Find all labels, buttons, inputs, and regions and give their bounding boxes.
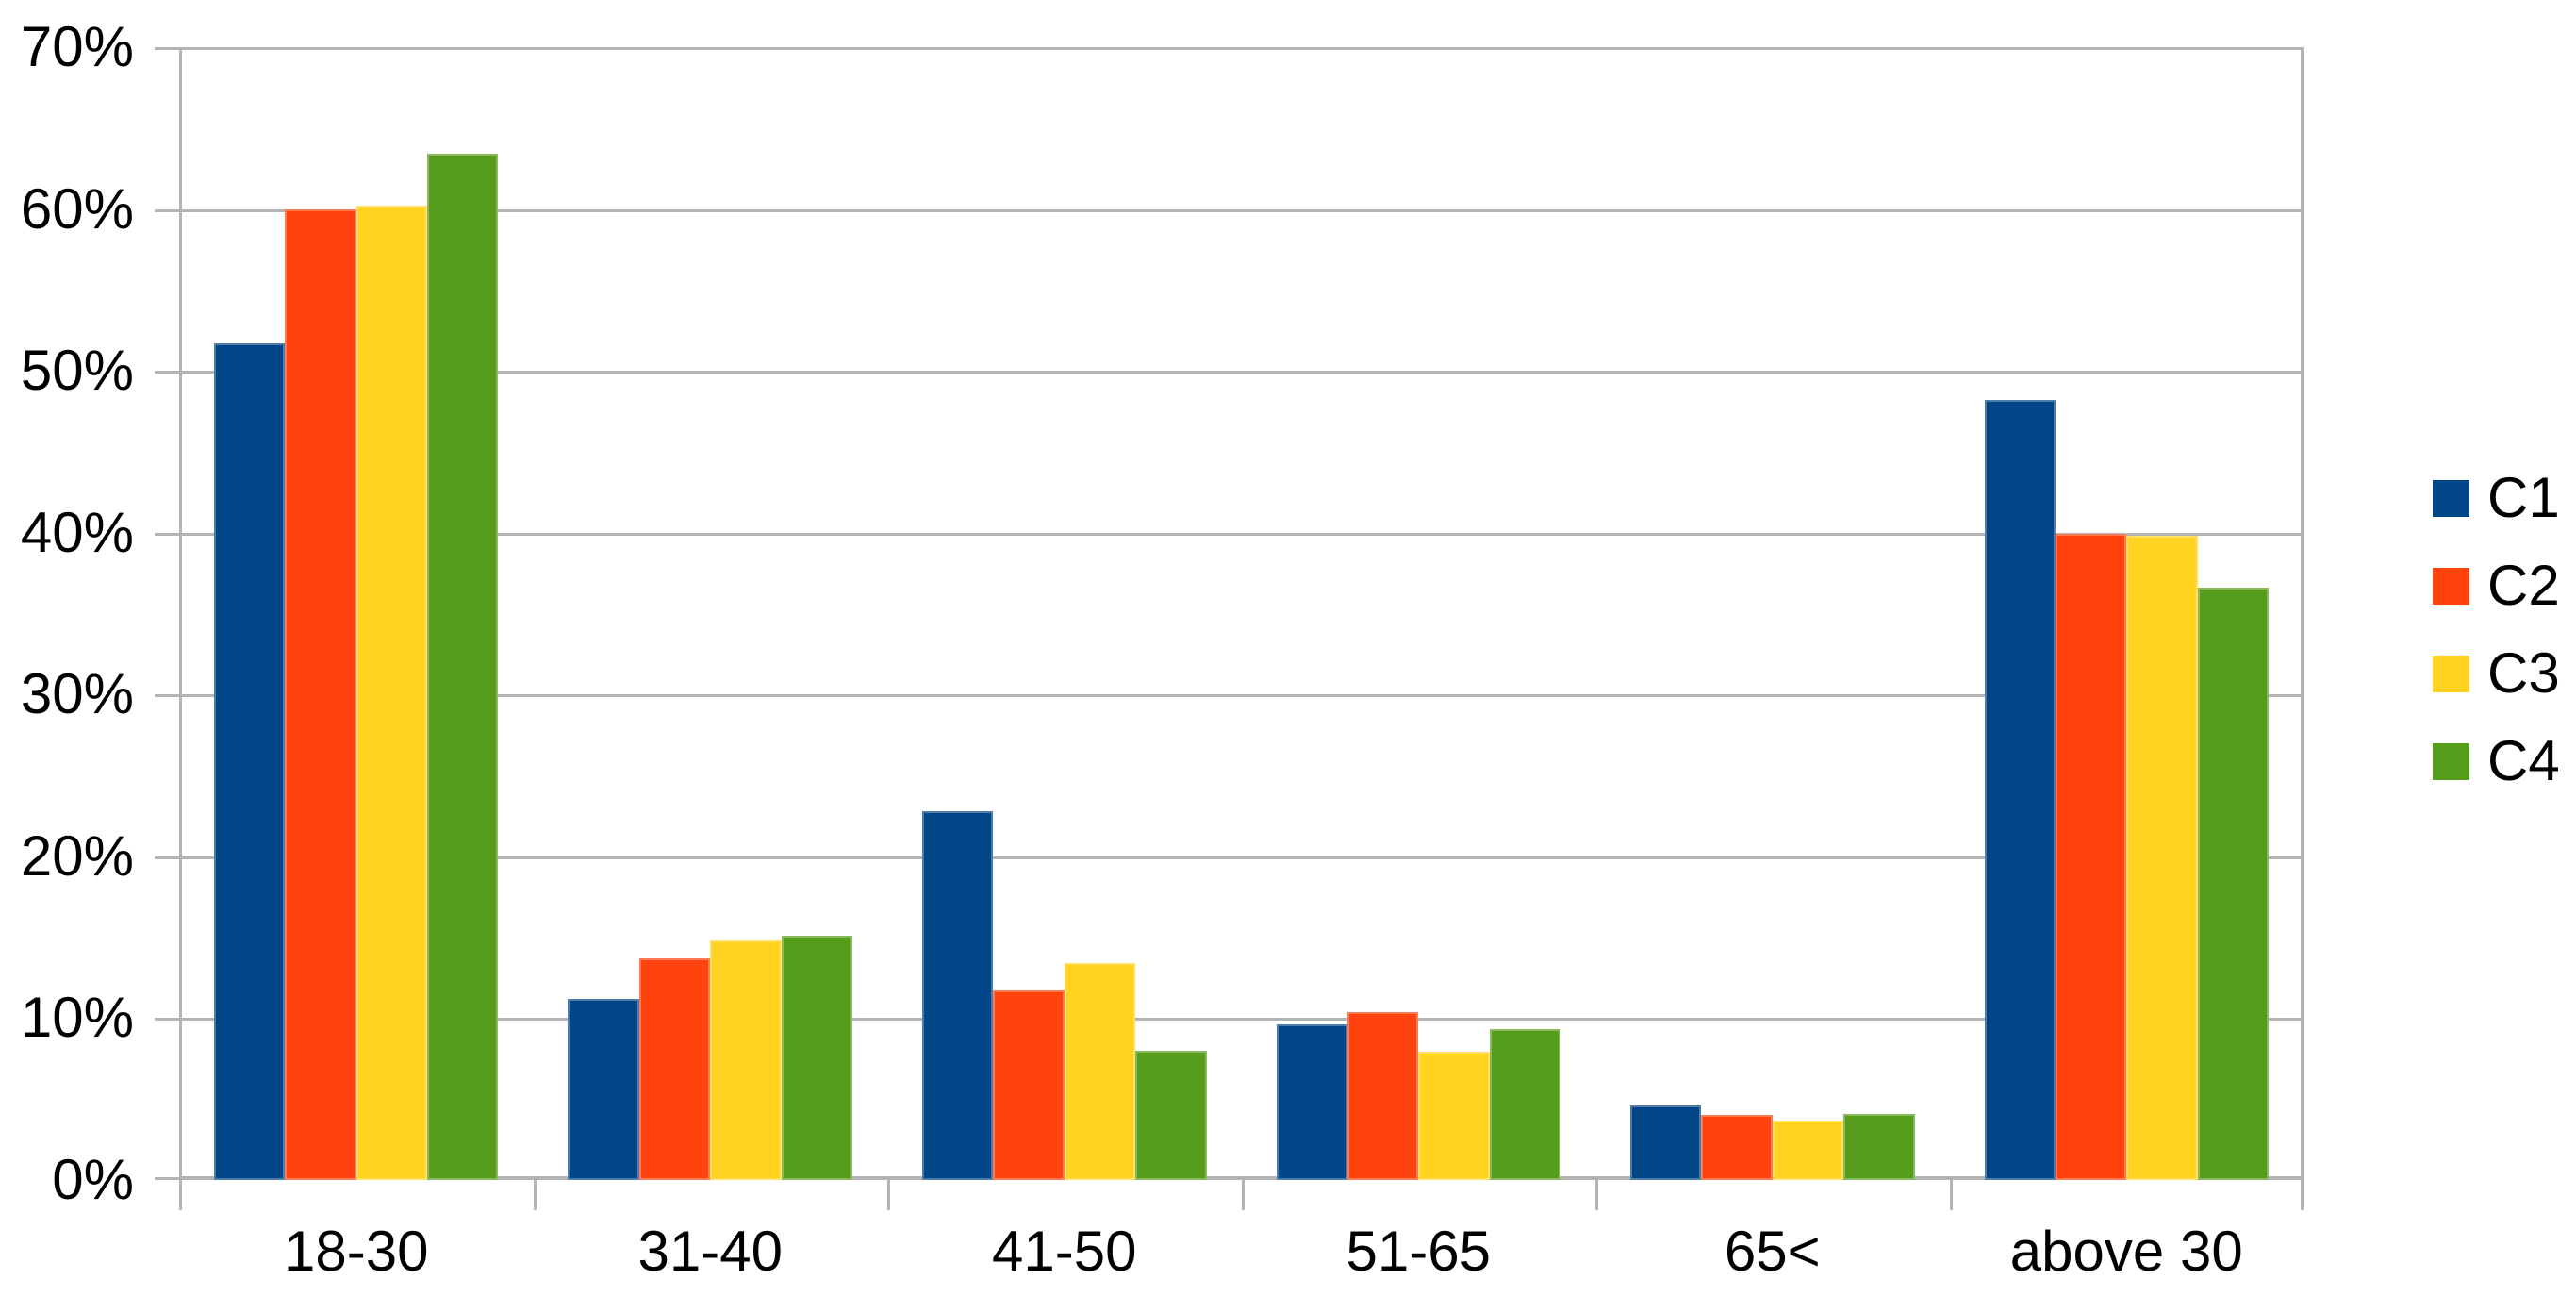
- legend-item-c1: C1: [2433, 466, 2560, 529]
- bar-c4-above-30: [2197, 588, 2270, 1180]
- bar-c2-65: [1701, 1115, 1773, 1180]
- bar-c2-31-40: [638, 958, 711, 1180]
- y-axis-label: 60%: [20, 177, 134, 241]
- y-axis-label: 10%: [20, 986, 134, 1049]
- bar-c2-51-65: [1346, 1012, 1419, 1180]
- y-tick: [155, 856, 179, 859]
- y-axis-label: 0%: [52, 1148, 134, 1211]
- y-axis-label: 50%: [20, 339, 134, 402]
- x-tick: [1242, 1180, 1245, 1210]
- legend: C1 C2 C3 C4: [2433, 466, 2560, 830]
- gridline: [179, 856, 2304, 859]
- y-tick: [155, 47, 179, 50]
- y-axis-label: 30%: [20, 662, 134, 725]
- y-tick: [155, 1177, 179, 1180]
- y-axis-line: [179, 47, 182, 1180]
- bar-c1-41-50: [922, 811, 994, 1180]
- y-tick: [155, 1018, 179, 1021]
- bar-c3-65: [1772, 1121, 1844, 1180]
- x-tick: [1950, 1180, 1953, 1210]
- gridline: [179, 47, 2304, 50]
- plot-area: [155, 47, 2304, 1210]
- y-axis-label: 40%: [20, 501, 134, 564]
- x-axis-label-above-30: above 30: [2009, 1220, 2243, 1283]
- gridline: [179, 694, 2304, 697]
- bar-c3-31-40: [710, 940, 782, 1180]
- legend-color-swatch: [2433, 655, 2469, 692]
- legend-item-c4: C4: [2433, 729, 2560, 792]
- x-axis-label-51-65: 51-65: [1346, 1220, 1491, 1283]
- gridline: [179, 1018, 2304, 1021]
- bar-c4-65: [1843, 1114, 1915, 1180]
- x-axis-label-41-50: 41-50: [992, 1220, 1137, 1283]
- bar-c1-18-30: [213, 343, 286, 1180]
- x-tick: [1595, 1180, 1598, 1210]
- legend-label: C3: [2487, 641, 2560, 705]
- bar-c1-65: [1630, 1105, 1702, 1180]
- y-tick: [155, 209, 179, 212]
- bar-c2-18-30: [285, 209, 356, 1180]
- bar-c4-18-30: [427, 154, 499, 1180]
- legend-color-swatch: [2433, 567, 2469, 605]
- x-axis-label-31-40: 31-40: [637, 1220, 783, 1283]
- legend-color-swatch: [2433, 479, 2469, 517]
- bar-c4-41-50: [1135, 1051, 1207, 1180]
- x-axis-label-18-30: 18-30: [284, 1220, 429, 1283]
- bar-c1-51-65: [1276, 1024, 1347, 1180]
- gridline: [179, 371, 2304, 374]
- y-tick: [155, 694, 179, 697]
- bar-c2-above-30: [2055, 534, 2127, 1180]
- bar-c1-above-30: [1984, 400, 2056, 1180]
- x-axis-label-65: 65<: [1724, 1220, 1821, 1283]
- x-axis-line: [179, 1176, 2304, 1180]
- gridline: [179, 533, 2304, 536]
- x-tick: [887, 1180, 890, 1210]
- legend-label: C1: [2487, 466, 2560, 529]
- legend-color-swatch: [2433, 742, 2469, 780]
- y-tick: [155, 371, 179, 374]
- gridline: [179, 209, 2304, 212]
- bar-c4-51-65: [1489, 1029, 1561, 1180]
- bar-c3-above-30: [2126, 536, 2198, 1180]
- bar-c2-41-50: [993, 990, 1065, 1180]
- bar-c3-41-50: [1064, 963, 1136, 1180]
- y-axis-label: 20%: [20, 824, 134, 888]
- x-tick: [534, 1180, 537, 1210]
- bar-c4-31-40: [781, 936, 852, 1180]
- bar-c3-18-30: [355, 206, 428, 1180]
- bar-c3-51-65: [1418, 1052, 1490, 1180]
- legend-item-c3: C3: [2433, 641, 2560, 705]
- x-tick: [2301, 1180, 2304, 1210]
- y-tick: [155, 533, 179, 536]
- bar-c1-31-40: [568, 999, 639, 1180]
- legend-label: C2: [2487, 554, 2560, 617]
- y-axis-label: 70%: [20, 15, 134, 78]
- y-axis-labels: 0% 10% 20% 30% 40% 50% 60% 70%: [0, 15, 134, 1211]
- plot-right-border: [2301, 47, 2304, 1180]
- legend-item-c2: C2: [2433, 554, 2560, 617]
- legend-label: C4: [2487, 729, 2560, 792]
- x-tick: [179, 1180, 182, 1210]
